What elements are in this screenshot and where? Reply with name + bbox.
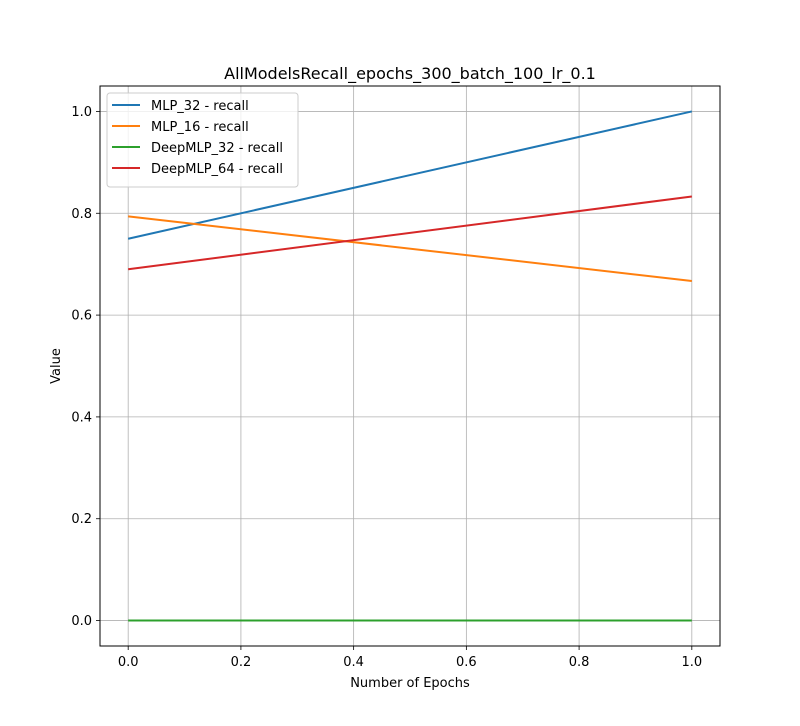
x-tick-label: 0.2 [231, 655, 252, 670]
x-axis-label: Number of Epochs [350, 676, 470, 691]
x-tick-label: 0.0 [118, 655, 139, 670]
x-tick-label: 0.4 [343, 655, 364, 670]
y-tick-label: 0.4 [71, 410, 92, 425]
series-layer [127, 110, 693, 622]
y-tick-label: 0.2 [71, 512, 92, 527]
series-line-1 [128, 215, 692, 282]
plot-frame [99, 85, 721, 647]
legend-box [106, 92, 299, 188]
x-tick-label: 0.6 [456, 655, 477, 670]
y-tick-label: 0.0 [71, 614, 92, 629]
series-line-0 [127, 110, 693, 240]
y-tick-label: 1.0 [71, 105, 92, 120]
x-tick-label: 0.8 [569, 655, 590, 670]
series-line-3 [128, 195, 692, 271]
x-tick-label: 1.0 [681, 655, 702, 670]
y-axis-label: Value [49, 348, 64, 384]
y-tick-label: 0.8 [71, 207, 92, 222]
chart-title: AllModelsRecall_epochs_300_batch_100_lr_… [224, 64, 596, 84]
grid [100, 86, 720, 646]
legend-label: MLP_16 - recall [151, 120, 249, 135]
legend-label: DeepMLP_32 - recall [151, 141, 283, 156]
y-tick-label: 0.6 [71, 309, 92, 324]
legend: MLP_32 - recall MLP_16 - recall DeepMLP_32… [106, 92, 299, 188]
legend-label: MLP_32 - recall [151, 99, 249, 114]
legend-label: DeepMLP_64 - recall [151, 162, 283, 177]
ticks: 0.0 0.2 0.4 0.6 0.8 1.0 0.0 0.2 0.4 0.6 0.8 1.0 [71, 105, 702, 670]
